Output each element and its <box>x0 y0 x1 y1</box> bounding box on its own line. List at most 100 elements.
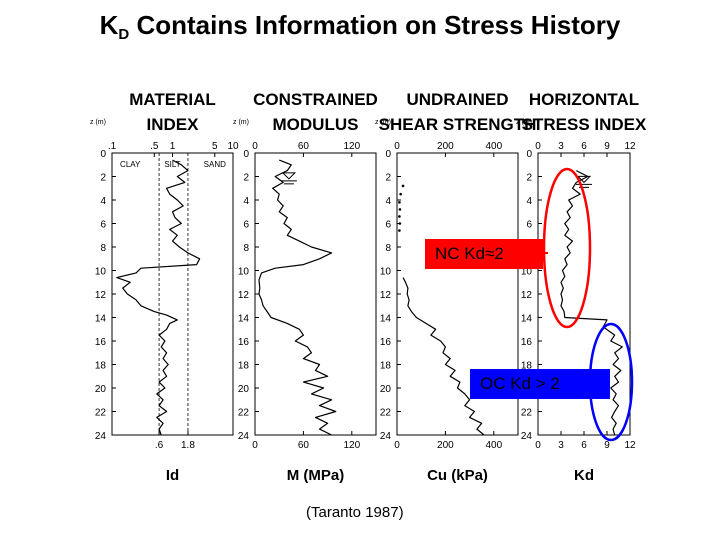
depth-tick-label: 12 <box>521 290 533 301</box>
panel-header-line1: HORIZONTAL <box>529 90 639 109</box>
depth-tick-label: 2 <box>243 173 249 184</box>
depth-tick-label: 18 <box>521 361 533 372</box>
x-tick-label-top: .5 <box>150 141 159 152</box>
depth-tick-label: 24 <box>95 431 107 442</box>
x-tick-label-bottom: .6 <box>155 440 164 451</box>
x-tick-label-bottom: 1.8 <box>181 440 195 451</box>
title-k: K <box>99 10 119 40</box>
panel-header-line1: MATERIAL <box>129 90 216 109</box>
data-point <box>399 192 402 196</box>
depth-tick-label: 4 <box>526 196 532 207</box>
depth-tick-label: 24 <box>521 431 533 442</box>
data-point <box>398 201 401 204</box>
depth-tick-label: 0 <box>526 149 532 160</box>
panel-frame <box>111 152 234 436</box>
depth-tick-label: 14 <box>238 314 250 325</box>
depth-tick-label: 14 <box>380 314 392 325</box>
depth-tick-label: 4 <box>100 196 106 207</box>
soil-type-label: SAND <box>204 160 226 169</box>
profile-trace <box>560 170 623 436</box>
x-tick-label-top: 3 <box>558 141 564 152</box>
x-tick-label-bottom: 9 <box>604 440 610 451</box>
x-axis-label: Id <box>166 467 179 484</box>
panel-frame <box>254 152 377 436</box>
panel-header-line1: UNDRAINED <box>407 90 509 109</box>
panel-header-line2: STRESS INDEX <box>522 115 647 134</box>
depth-tick-label: 16 <box>95 337 107 348</box>
slide-title: KD Contains Information on Stress Histor… <box>0 10 720 43</box>
depth-tick-label: 14 <box>521 314 533 325</box>
depth-tick-label: 8 <box>100 243 106 254</box>
x-tick-label-bottom: 12 <box>624 440 636 451</box>
depth-tick-label: 6 <box>243 220 249 231</box>
profile-trace <box>116 159 201 436</box>
x-tick-label-bottom: 120 <box>343 440 360 451</box>
depth-tick-label: 24 <box>380 431 392 442</box>
depth-tick-label: 20 <box>95 384 107 395</box>
data-point <box>398 215 401 218</box>
depth-tick-label: 8 <box>385 243 391 254</box>
depth-tick-label: 14 <box>95 314 107 325</box>
x-tick-label-top: 5 <box>212 141 218 152</box>
depth-axis-label: z (m) <box>90 119 106 126</box>
data-point <box>398 208 402 211</box>
x-tick-label-top: .1 <box>108 141 117 152</box>
x-tick-label-top: 0 <box>252 141 258 152</box>
depth-tick-label: 8 <box>243 243 249 254</box>
x-tick-label-top: 120 <box>343 141 360 152</box>
x-axis-label: M (MPa) <box>287 467 345 484</box>
depth-axis-label: z (m) <box>375 119 391 126</box>
depth-tick-label: 4 <box>243 196 249 207</box>
x-tick-label-top: 9 <box>604 141 610 152</box>
depth-tick-label: 0 <box>243 149 249 160</box>
depth-tick-label: 6 <box>385 220 391 231</box>
panel-header-line2: SHEAR STRENGTH <box>379 115 537 134</box>
x-tick-label-top: 200 <box>437 141 454 152</box>
depth-tick-label: 0 <box>385 149 391 160</box>
profile-trace <box>258 159 337 436</box>
depth-tick-label: 20 <box>380 384 392 395</box>
data-point <box>398 222 402 225</box>
x-tick-label-bottom: 3 <box>558 440 564 451</box>
x-tick-label-bottom: 400 <box>485 440 502 451</box>
soil-type-label: CLAY <box>120 160 141 169</box>
depth-tick-label: 22 <box>521 408 533 419</box>
depth-tick-label: 2 <box>385 173 391 184</box>
x-tick-label-top: 12 <box>624 141 636 152</box>
depth-tick-label: 20 <box>238 384 250 395</box>
depth-tick-label: 12 <box>95 290 107 301</box>
oc-annotation: OC Kd > 2 <box>470 369 610 399</box>
depth-tick-label: 10 <box>238 267 250 278</box>
x-tick-label-top: 6 <box>581 141 587 152</box>
x-tick-label-bottom: 60 <box>298 440 310 451</box>
data-point <box>398 229 401 232</box>
x-tick-label-top: 0 <box>394 141 400 152</box>
depth-tick-label: 10 <box>95 267 107 278</box>
title-subscript: D <box>118 26 130 43</box>
depth-tick-label: 18 <box>238 361 250 372</box>
nc-highlight-ellipse <box>542 167 592 329</box>
depth-tick-label: 10 <box>521 267 533 278</box>
depth-tick-label: 22 <box>238 408 250 419</box>
depth-axis-label: z (m) <box>233 119 249 126</box>
x-tick-label-top: 10 <box>227 141 239 152</box>
depth-tick-label: 16 <box>380 337 392 348</box>
x-tick-label-top: 400 <box>485 141 502 152</box>
data-point <box>401 184 405 188</box>
depth-tick-label: 4 <box>385 196 391 207</box>
x-tick-label-top: 0 <box>535 141 541 152</box>
depth-tick-label: 16 <box>238 337 250 348</box>
depth-tick-label: 22 <box>380 408 392 419</box>
depth-tick-label: 18 <box>95 361 107 372</box>
depth-tick-label: 12 <box>238 290 250 301</box>
depth-tick-label: 12 <box>380 290 392 301</box>
title-rest: Contains Information on Stress History <box>129 10 621 40</box>
x-axis-label: Cu (kPa) <box>427 467 488 484</box>
x-tick-label-bottom: 6 <box>581 440 587 451</box>
depth-tick-label: 24 <box>238 431 250 442</box>
panel-header-line2: MODULUS <box>273 115 359 134</box>
x-tick-label-bottom: 200 <box>437 440 454 451</box>
depth-axis-label: z (m) <box>516 119 532 126</box>
water-table-icon <box>576 175 592 184</box>
